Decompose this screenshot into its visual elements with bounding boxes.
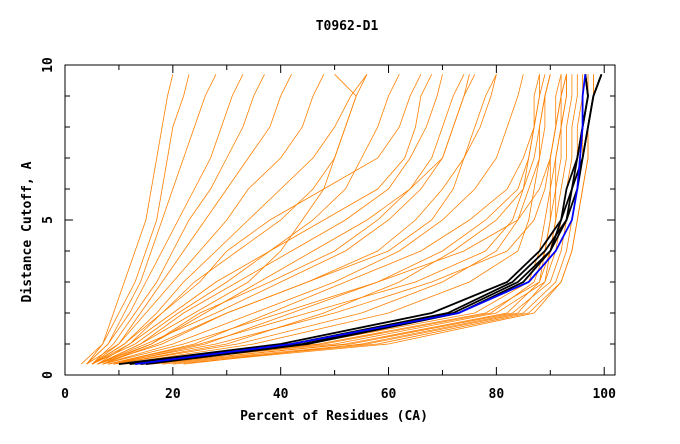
axis-ticks <box>64 64 615 376</box>
y-tick-label: 0 <box>41 371 56 379</box>
series-line-model <box>108 74 540 365</box>
series-line-model <box>140 74 583 365</box>
x-tick-label: 100 <box>592 387 616 402</box>
x-tick-label: 40 <box>273 387 289 402</box>
series-line-model <box>86 74 292 365</box>
series-line-model <box>113 74 567 365</box>
series-line-model <box>86 74 217 365</box>
series-line-model <box>97 74 368 365</box>
series-line-model <box>97 74 422 365</box>
series-line-model <box>97 74 443 365</box>
x-tick-label: 0 <box>61 387 69 402</box>
plot-lines <box>80 73 603 365</box>
series-line-model <box>97 74 476 365</box>
series-line-model <box>80 74 174 365</box>
y-tick-label: 10 <box>41 57 56 73</box>
series-line-model <box>183 74 567 365</box>
x-tick-label: 60 <box>381 387 397 402</box>
y-axis-label: Distance Cutoff, A <box>20 161 35 302</box>
series-line-model <box>91 74 265 365</box>
x-tick-label: 80 <box>489 387 505 402</box>
y-tick-label: 5 <box>41 216 56 224</box>
chart-title: T0962-D1 <box>316 19 379 34</box>
series-line-model <box>102 74 524 365</box>
y-tick-labels: 0 5 10 <box>41 57 56 379</box>
x-tick-labels: 0 20 40 60 80 100 <box>61 387 616 402</box>
series-line-model <box>135 74 567 365</box>
plot-frame <box>64 64 616 376</box>
series-line-model <box>108 74 562 365</box>
series-line-model <box>91 74 325 365</box>
x-tick-label: 20 <box>165 387 181 402</box>
series-line-model <box>91 74 357 365</box>
series-line-model <box>86 74 190 365</box>
series-line-model <box>91 74 368 365</box>
series-line-model <box>113 74 551 365</box>
series-line-model <box>91 74 400 365</box>
series-line-model <box>86 74 244 365</box>
series-line-highlight <box>134 74 587 365</box>
series-line-model <box>118 74 573 365</box>
series-line-model <box>102 74 465 365</box>
series-line-model <box>151 74 589 365</box>
series-line-reference <box>145 73 603 365</box>
x-axis-label: Percent of Residues (CA) <box>240 409 428 424</box>
series-line-model <box>102 74 497 365</box>
series-line-model <box>91 74 433 365</box>
series-line-model <box>172 74 594 365</box>
series-line-model <box>97 74 497 365</box>
series-line-model <box>108 74 546 365</box>
